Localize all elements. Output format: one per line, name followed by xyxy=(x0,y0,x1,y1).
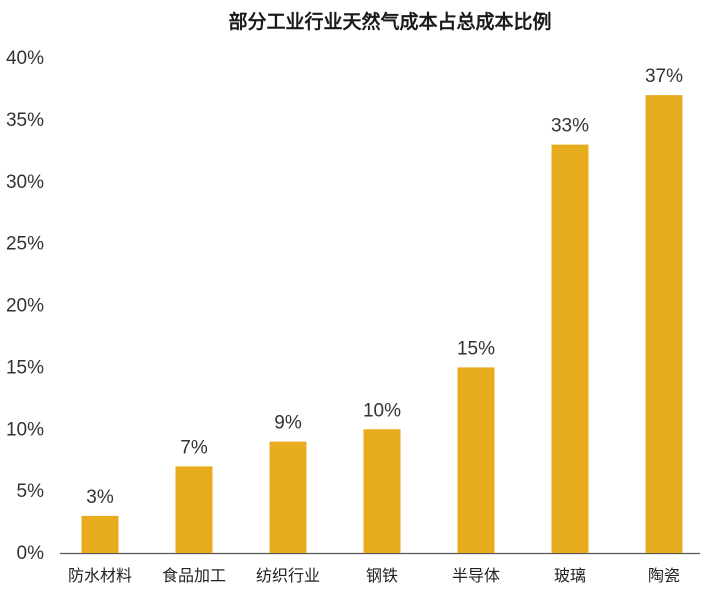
x-tick-label: 防水材料 xyxy=(68,566,132,585)
bar xyxy=(457,367,495,553)
bar xyxy=(175,466,213,553)
x-axis-ticks: 防水材料 食品加工 纺织行业 钢铁 半导体 玻璃 陶瓷 xyxy=(68,566,680,585)
data-label: 3% xyxy=(86,487,114,508)
y-tick-label: 40% xyxy=(6,48,44,69)
bar xyxy=(645,95,683,553)
y-tick-label: 10% xyxy=(6,419,44,440)
data-label: 33% xyxy=(551,116,589,137)
data-label: 9% xyxy=(274,413,302,434)
y-tick-label: 20% xyxy=(6,296,44,317)
bar xyxy=(269,441,307,553)
x-tick-label: 玻璃 xyxy=(554,566,586,585)
data-label: 7% xyxy=(180,437,208,458)
y-axis-ticks: 0% 5% 10% 15% 20% 25% 30% 35% 40% xyxy=(6,48,44,564)
y-tick-label: 15% xyxy=(6,357,44,378)
x-tick-label: 食品加工 xyxy=(162,566,226,585)
bar xyxy=(363,429,401,553)
y-tick-label: 5% xyxy=(17,481,45,502)
y-tick-label: 35% xyxy=(6,110,44,131)
bar xyxy=(81,515,119,553)
chart-title: 部分工业行业天然气成本占总成本比例 xyxy=(228,10,551,33)
bar xyxy=(551,144,589,553)
x-tick-label: 陶瓷 xyxy=(648,566,680,585)
x-tick-label: 钢铁 xyxy=(366,566,398,585)
x-tick-label: 纺织行业 xyxy=(256,566,320,585)
y-tick-label: 25% xyxy=(6,234,44,255)
bars-group xyxy=(81,95,683,553)
data-labels-group: 3% 7% 9% 10% 15% 33% 37% xyxy=(86,66,683,508)
y-tick-label: 30% xyxy=(6,172,44,193)
y-tick-label: 0% xyxy=(17,543,45,564)
data-label: 10% xyxy=(363,400,401,421)
data-label: 37% xyxy=(645,66,683,87)
x-tick-label: 半导体 xyxy=(452,566,500,585)
data-label: 15% xyxy=(457,338,495,359)
